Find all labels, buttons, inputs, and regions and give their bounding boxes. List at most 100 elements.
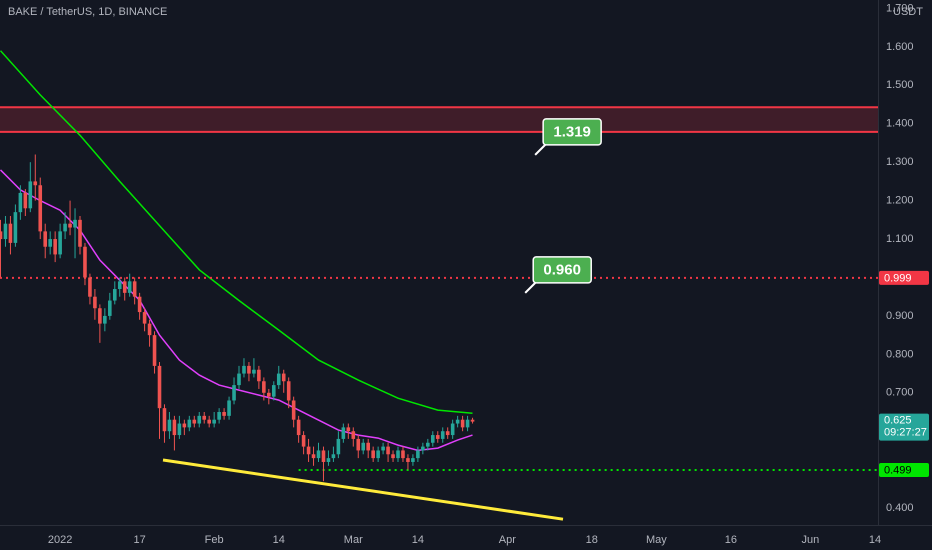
candle-body: [88, 277, 92, 297]
level-tag: [879, 270, 929, 285]
candle-body: [28, 181, 33, 209]
candle-body: [83, 246, 87, 278]
candle-body: [411, 458, 415, 462]
candle-body: [33, 181, 38, 186]
candle-body: [137, 296, 142, 313]
trendline: [162, 458, 564, 521]
candle-body: [18, 192, 23, 213]
candle-body: [73, 219, 77, 228]
currency-label: USDT: [893, 6, 923, 18]
candle-body: [346, 427, 351, 432]
candle-body: [455, 419, 460, 424]
candle-body: [108, 300, 112, 316]
candle-body: [232, 385, 236, 401]
candle-body: [172, 419, 177, 436]
candle-body: [13, 212, 18, 243]
candle-body: [286, 381, 291, 401]
x-tick-label: Feb: [205, 534, 224, 546]
candle-body: [296, 419, 301, 436]
candle-body: [321, 450, 326, 462]
x-tick-label: 14: [869, 534, 881, 546]
candle-body: [311, 454, 316, 459]
candle-body: [237, 373, 241, 386]
candle-body: [356, 438, 361, 451]
candle-body: [361, 442, 366, 451]
last-price-tag: [879, 413, 929, 441]
candle-body: [8, 223, 13, 243]
candle-body: [147, 323, 152, 336]
callout-box: [532, 256, 592, 284]
candle-body: [401, 450, 405, 459]
candle-body: [117, 281, 122, 290]
candle-body: [227, 400, 231, 416]
y-tick-label: 1.100: [886, 233, 914, 245]
y-tick-label: 1.600: [886, 41, 914, 53]
candle-body: [202, 415, 207, 420]
candle-body: [445, 431, 450, 436]
candle-body: [68, 223, 72, 228]
candle-body: [63, 223, 67, 232]
candle-body: [157, 365, 162, 409]
last-price-label: 0.625: [884, 415, 912, 427]
candle-body: [48, 239, 52, 247]
candle-body: [132, 281, 137, 297]
candle-body: [142, 312, 147, 324]
candle-body: [207, 419, 211, 424]
candle-body: [341, 427, 346, 439]
candle-body: [247, 365, 251, 374]
y-tick-label: 0.800: [886, 348, 914, 360]
x-tick-label: 18: [586, 534, 598, 546]
candle-body: [316, 450, 321, 459]
candle-body: [291, 400, 296, 420]
candle-body: [331, 454, 336, 459]
candle-body: [376, 450, 380, 459]
callout-box: [542, 118, 602, 146]
moving-average: [0, 50, 473, 414]
candle-body: [58, 231, 62, 255]
callout-label: 1.319: [553, 123, 591, 140]
candle-body: [465, 419, 470, 428]
candle-body: [257, 369, 261, 382]
candle-body: [3, 223, 8, 240]
x-tick-label: Jun: [802, 534, 820, 546]
candle-body: [371, 450, 375, 459]
candle-body: [281, 373, 286, 382]
candle-body: [197, 415, 202, 424]
candle-body: [271, 385, 276, 397]
y-tick-label: 1.200: [886, 195, 914, 207]
candle-body: [252, 369, 256, 374]
candle-body: [93, 296, 97, 309]
candle-body: [406, 458, 410, 462]
x-tick-label: 2022: [48, 534, 72, 546]
level-tag: [879, 463, 929, 478]
x-tick-label: 14: [412, 534, 424, 546]
candle-body: [366, 442, 370, 451]
candle-body: [152, 335, 157, 366]
y-tick-label: 1.700: [886, 2, 914, 14]
candle-body: [122, 281, 127, 293]
candle-body: [222, 412, 226, 416]
candle-body: [336, 438, 341, 455]
resistance-zone: [0, 107, 878, 132]
candle-body: [267, 392, 271, 397]
candle-body: [0, 231, 3, 240]
candle-body: [262, 381, 266, 393]
y-tick-label: 1.300: [886, 156, 914, 168]
chart-title: BAKE / TetherUS, 1D, BINANCE: [8, 6, 167, 18]
candle-body: [162, 408, 167, 432]
candle-body: [391, 454, 395, 459]
plot-area: [0, 50, 878, 521]
candle-body: [182, 423, 187, 428]
x-tick-label: Apr: [499, 534, 516, 546]
candle-body: [426, 442, 430, 447]
candle-body: [53, 239, 57, 255]
x-tick-label: 16: [725, 534, 737, 546]
candle-body: [38, 185, 43, 232]
candle-body: [242, 365, 246, 374]
candle-body: [381, 446, 385, 451]
candle-body: [23, 192, 28, 209]
x-tick-label: 17: [134, 534, 146, 546]
candle-body: [326, 458, 331, 462]
